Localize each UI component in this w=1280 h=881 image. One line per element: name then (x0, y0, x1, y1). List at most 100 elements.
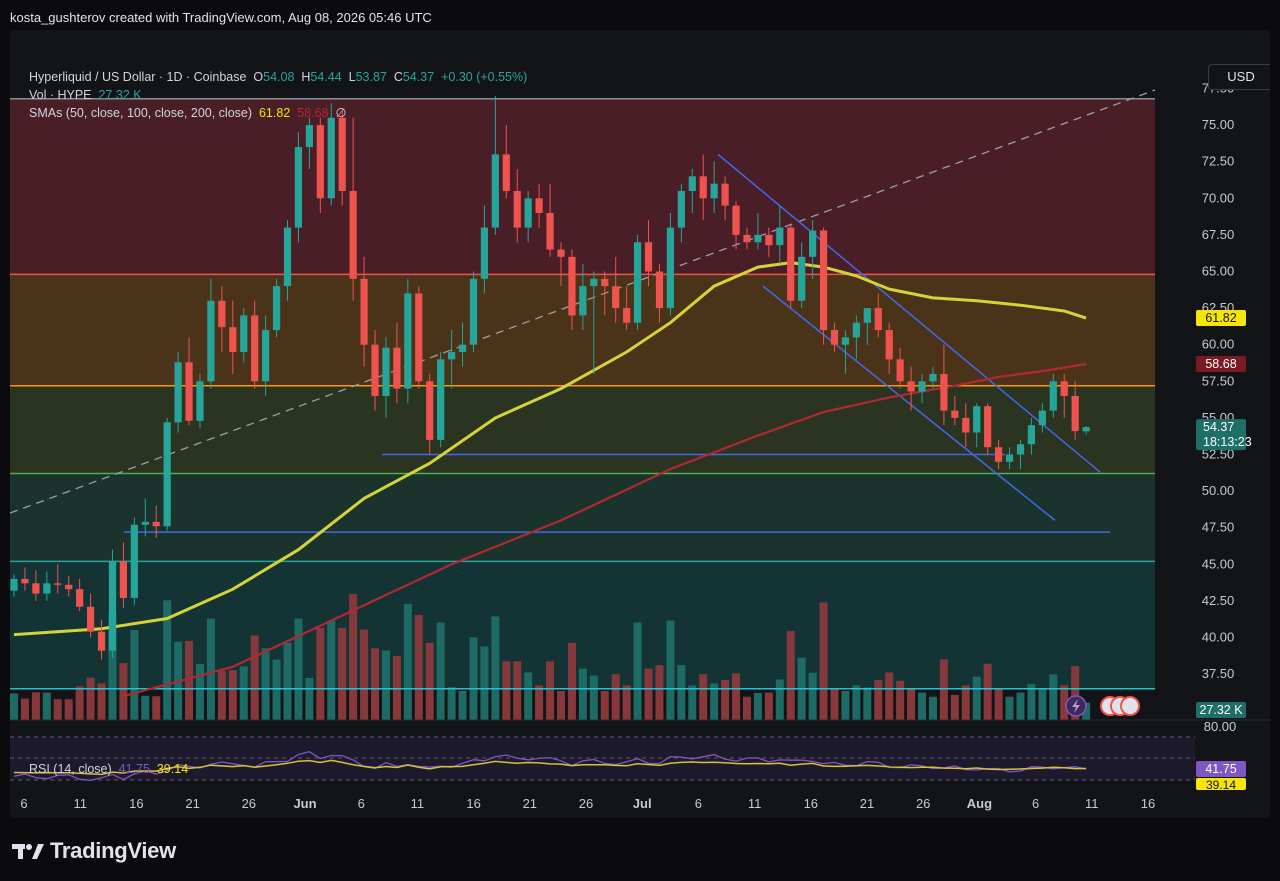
candle-body (787, 227, 795, 301)
volume-bar (1027, 684, 1036, 720)
candle-body (174, 362, 182, 423)
countdown-tag: 18:13:23 (1203, 435, 1252, 449)
change-value: +0.30 (+0.55%) (441, 70, 528, 84)
volume-bar (469, 637, 478, 720)
brand-name: TradingView (50, 838, 176, 863)
candle-body (590, 278, 598, 287)
volume-bar (141, 695, 150, 720)
fib-zone (10, 385, 1155, 474)
candle-body (535, 198, 543, 213)
volume-bar (753, 692, 762, 720)
y-tick-label: 50.00 (1202, 483, 1235, 498)
candle-body (130, 524, 138, 598)
symbol-name[interactable]: Hyperliquid / US Dollar · 1D · Coinbase (29, 70, 247, 84)
chart-canvas[interactable]: 77.5075.0072.5070.0067.5065.0062.5060.00… (10, 30, 1270, 818)
sma100-line (123, 362, 1087, 698)
volume-bar (75, 686, 84, 720)
candle-body (940, 373, 948, 411)
tradingview-logo[interactable]: TradingView (12, 838, 176, 864)
volume-bar (786, 631, 795, 720)
fib-zone (10, 473, 1155, 562)
volume-bar (732, 673, 741, 720)
rsi-ma-line (13, 759, 1087, 776)
candle-body (262, 330, 270, 382)
volume-bar (983, 663, 992, 720)
volume-bar (896, 680, 905, 720)
volume-bar (546, 661, 555, 720)
candle-body (458, 344, 467, 353)
currency-button[interactable]: USD (1208, 64, 1270, 90)
x-tick-label: 6 (20, 796, 27, 811)
volume-bar (863, 687, 872, 720)
sma100-value: 58.68 (297, 106, 329, 120)
y-tick-label: 75.00 (1202, 117, 1235, 132)
candle-body (852, 322, 860, 338)
candle-body (995, 447, 1003, 462)
volume-bar (535, 685, 544, 720)
candle-body (1038, 410, 1046, 426)
volume-bar (31, 692, 40, 720)
volume-bar (972, 676, 981, 720)
candle-body (874, 308, 882, 331)
candle-body (907, 381, 915, 392)
volume-bar (10, 693, 18, 720)
volume-bar (371, 648, 380, 720)
candle-body (612, 286, 620, 309)
volume-tag: 27.32 K (1199, 703, 1243, 717)
rsi-line (13, 751, 1087, 781)
volume-bar (600, 690, 609, 720)
candle-body (119, 561, 127, 598)
x-tick-label: 21 (860, 796, 874, 811)
rsi-ma-tag: 39.14 (1206, 778, 1236, 792)
candle-body (393, 347, 401, 389)
candle-body (32, 583, 40, 594)
open-value: 54.08 (263, 70, 295, 84)
candle-body (929, 373, 937, 382)
rsi-label[interactable]: RSI (14, close) (29, 762, 112, 776)
candle-body (984, 406, 992, 448)
candle-body (207, 300, 215, 382)
x-tick-label: 26 (242, 796, 256, 811)
sma-label[interactable]: SMAs (50, close, 100, close, 200, close) (29, 106, 253, 120)
rsi-tag: 41.75 (1205, 762, 1236, 776)
candle-body (218, 300, 226, 328)
candle-body (196, 381, 204, 421)
volume-bar (185, 640, 194, 720)
y-tick-label: 45.00 (1202, 556, 1235, 571)
candle-body (97, 631, 106, 651)
volume-bar (502, 661, 511, 720)
volume-bar (633, 622, 642, 720)
candle-body (863, 308, 871, 323)
candle-body (294, 147, 303, 228)
candle-body (305, 125, 313, 148)
volume-bar (108, 612, 117, 720)
volume-bar (885, 672, 894, 720)
candle-body (1027, 425, 1036, 445)
volume-bar (1038, 689, 1047, 720)
candle-body (229, 327, 237, 353)
volume-bar (655, 665, 664, 720)
volume-bar (283, 642, 292, 720)
volume-bar (491, 616, 500, 720)
candle-body (830, 330, 839, 345)
fib-zone (10, 98, 1155, 275)
volume-label[interactable]: Vol · HYPE (29, 88, 92, 102)
candle-body (743, 234, 751, 243)
volume-bar (742, 696, 751, 720)
candle-body (732, 205, 740, 235)
candle-body (644, 242, 653, 272)
candle-body (185, 362, 193, 421)
volume-value: 27.32 K (98, 88, 142, 102)
candle-body (21, 578, 29, 584)
volume-bar (699, 674, 708, 720)
candle-body (579, 286, 587, 316)
candle-body (1005, 454, 1014, 462)
volume-bar (808, 672, 817, 720)
volume-bar (1005, 696, 1014, 720)
volume-bar (327, 620, 336, 720)
volume-bar (819, 602, 828, 720)
candle-body (43, 583, 51, 594)
volume-bar (436, 622, 445, 720)
x-tick-label: 6 (1032, 796, 1039, 811)
volume-bar (721, 679, 730, 720)
